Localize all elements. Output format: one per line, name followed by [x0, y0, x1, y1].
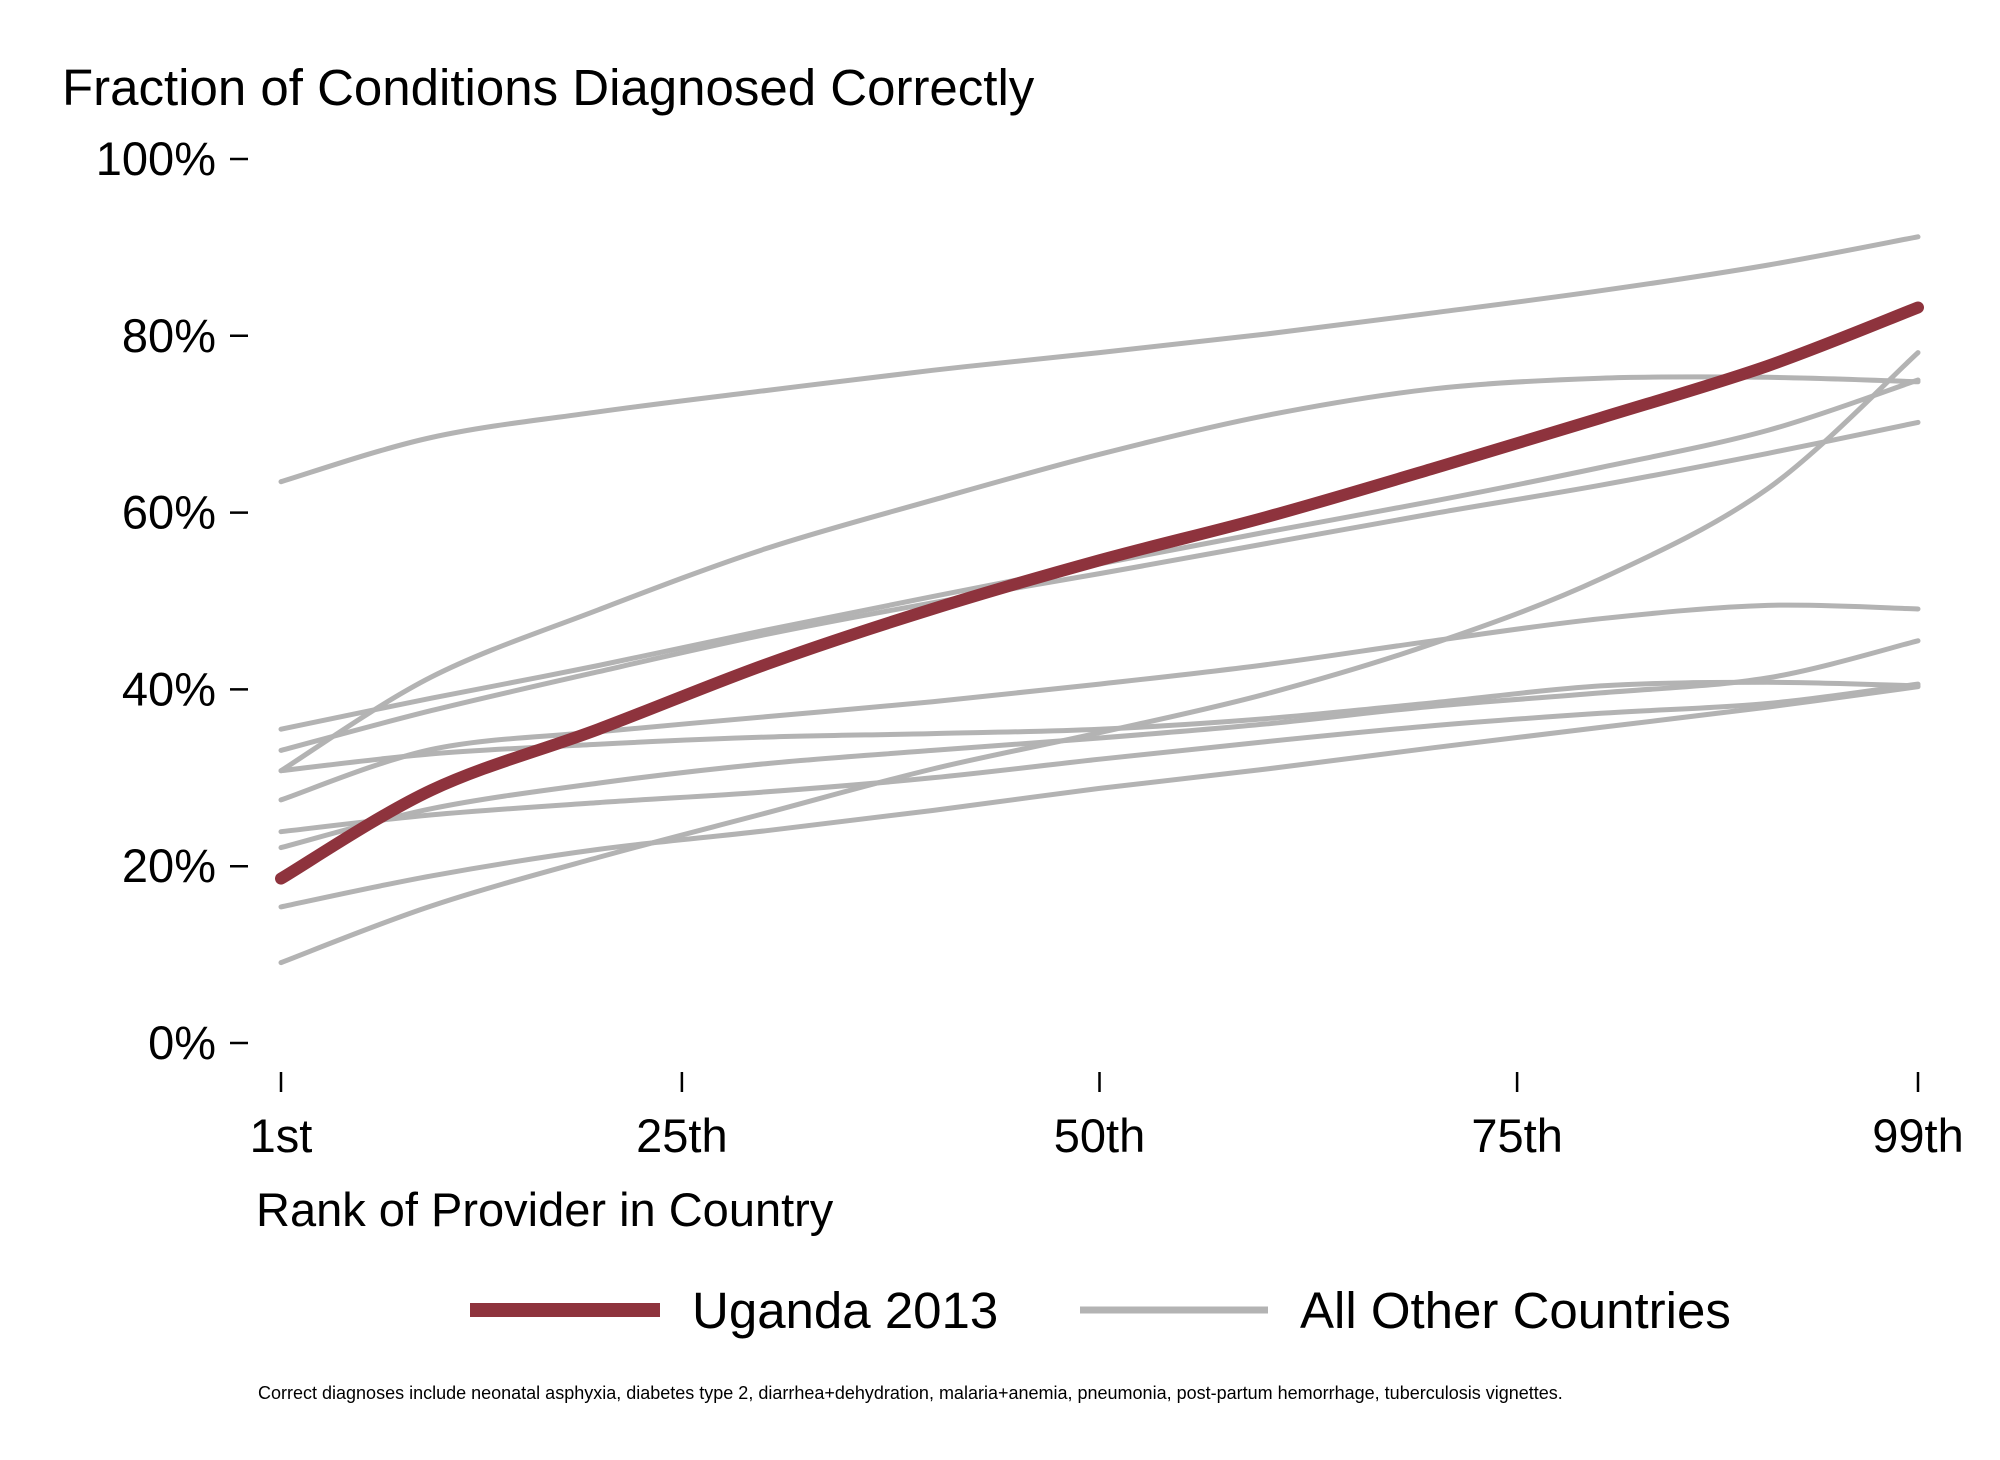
x-tick-label: 99th [1872, 1109, 1963, 1162]
x-axis: 1st 25th 50th 75th 99th [250, 1072, 1964, 1162]
legend: Uganda 2013 All Other Countries [470, 1282, 1731, 1339]
y-tick-label: 40% [122, 662, 216, 715]
other-country-line [278, 638, 1921, 851]
chart-title: Fraction of Conditions Diagnosed Correct… [62, 59, 1035, 116]
y-tick-label: 60% [122, 486, 216, 539]
x-tick-label: 75th [1471, 1109, 1562, 1162]
other-country-line [278, 681, 1921, 835]
chart-note: Correct diagnoses include neonatal asphy… [258, 1383, 1563, 1403]
x-axis-title: Rank of Provider in Country [256, 1183, 834, 1236]
y-tick-label: 20% [122, 839, 216, 892]
other-country-line [278, 374, 1921, 774]
legend-label-others: All Other Countries [1300, 1282, 1731, 1339]
other-country-line [278, 602, 1921, 803]
y-tick-label: 100% [96, 132, 216, 185]
other-country-line [278, 234, 1921, 485]
uganda-2013-line [275, 301, 1924, 885]
y-tick-label: 80% [122, 309, 216, 362]
x-tick-label: 50th [1054, 1109, 1145, 1162]
x-tick-label: 1st [250, 1109, 313, 1162]
other-countries-lines [278, 234, 1921, 966]
uganda-line-group [275, 301, 1924, 885]
other-country-line [278, 350, 1921, 966]
other-country-line [278, 419, 1921, 753]
y-tick-label: 0% [148, 1016, 216, 1069]
other-country-line [278, 684, 1921, 910]
y-axis: 0% 20% 40% 60% 80% 100% [96, 132, 248, 1069]
legend-label-uganda: Uganda 2013 [692, 1282, 998, 1339]
x-tick-label: 25th [636, 1109, 727, 1162]
